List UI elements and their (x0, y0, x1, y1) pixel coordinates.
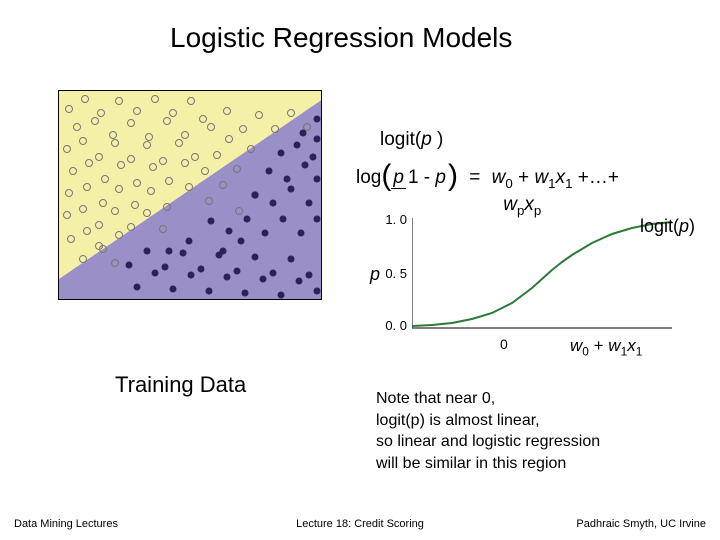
sigmoid-ytick-05: 0. 5 (372, 266, 407, 281)
sigmoid-xlabel-rhs: w0 + w1x1 (570, 336, 642, 358)
note-text: Note that near 0,logit(p) is almost line… (376, 388, 600, 474)
logit-text: logit( (380, 129, 421, 150)
formula-logit: logit(p ) (380, 128, 443, 152)
sigmoid-ytick-1: 1. 0 (372, 212, 407, 227)
footer-center: Lecture 18: Credit Scoring (296, 518, 424, 530)
rhs-line2: wpxp (503, 194, 541, 215)
logit-close: ) (432, 129, 444, 150)
frac-bot: 1 - p (406, 167, 448, 188)
logit-p: p (421, 129, 432, 150)
paren-r: ) (448, 159, 458, 192)
footer-right: Padhraic Smyth, UC Irvine (576, 518, 706, 530)
sigmoid-ytick-0: 0. 0 (372, 318, 407, 333)
equals: = (469, 167, 480, 188)
sigmoid-xlabel-0: 0 (500, 336, 508, 352)
frac-top: p (391, 167, 406, 189)
log-text: log (356, 167, 381, 188)
paren-l: ( (381, 159, 391, 192)
footer-left: Data Mining Lectures (14, 518, 118, 530)
scatter-plot (58, 90, 322, 300)
training-data-label: Training Data (115, 370, 246, 400)
rhs-line1: w0 + w1x1 +…+ (492, 167, 619, 188)
formula-log-odds: log(p1 - p) = w0 + w1x1 +…+ wpxp (356, 155, 619, 219)
sigmoid-label-logitp: logit(p) (640, 216, 695, 237)
slide-title: Logistic Regression Models (170, 22, 512, 54)
sigmoid-plot: p logit(p) 1. 0 0. 5 0. 0 0 w0 + w1x1 (372, 218, 692, 368)
